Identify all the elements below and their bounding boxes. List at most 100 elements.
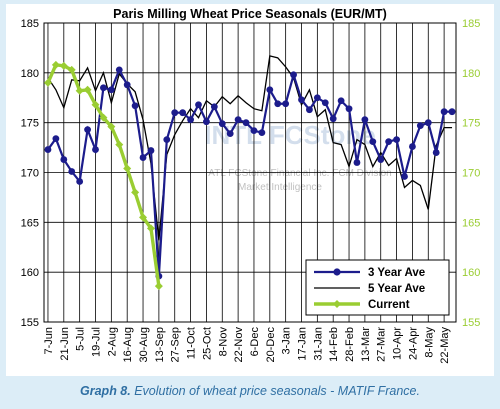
data-point-current bbox=[123, 164, 132, 173]
x-tick-label: 28-Feb bbox=[344, 327, 356, 362]
data-point-current bbox=[99, 113, 108, 122]
y-tick-label-left: 170 bbox=[21, 168, 39, 180]
x-tick-label: 30-Aug bbox=[138, 327, 150, 362]
data-point-3-year-ave bbox=[369, 138, 377, 146]
y-tick-label-left: 155 bbox=[21, 317, 39, 329]
data-point-3-year-ave bbox=[385, 138, 393, 146]
x-tick-label: 17-Jan bbox=[297, 327, 309, 361]
data-point-current bbox=[146, 224, 155, 233]
series-line-3-year-ave bbox=[47, 67, 453, 277]
x-tick-label: 5-Jul bbox=[75, 327, 87, 351]
y-tick-label-right: 165 bbox=[462, 217, 480, 229]
y-tick-label-left: 185 bbox=[21, 18, 39, 30]
chart-container: INTL FCStone ATL FCStone Financial Inc. F… bbox=[6, 4, 494, 376]
data-point-3-year-ave bbox=[210, 103, 218, 111]
data-point-3-year-ave bbox=[345, 105, 353, 113]
x-tick-label: 13-Mar bbox=[360, 327, 372, 362]
data-point-3-year-ave bbox=[171, 109, 179, 117]
figure-caption: Graph 8. Evolution of wheat price season… bbox=[0, 384, 500, 398]
data-point-3-year-ave bbox=[266, 86, 274, 94]
data-point-3-year-ave bbox=[282, 100, 290, 108]
data-point-current bbox=[115, 140, 124, 149]
y-tick-label-left: 175 bbox=[21, 118, 39, 130]
data-point-3-year-ave bbox=[440, 108, 448, 116]
data-point-3-year-ave bbox=[290, 71, 297, 79]
y-tick-label-right: 170 bbox=[462, 168, 480, 180]
caption-text: Evolution of wheat price seasonals - MAT… bbox=[130, 384, 420, 398]
data-point-3-year-ave bbox=[409, 143, 416, 150]
x-tick-label: 27-Sep bbox=[170, 327, 182, 362]
y-tick-label-left: 180 bbox=[21, 68, 39, 80]
data-point-3-year-ave bbox=[337, 97, 345, 105]
x-tick-label: 31-Jan bbox=[312, 327, 324, 361]
data-point-3-year-ave bbox=[68, 168, 76, 175]
x-tick-label: 19-Jul bbox=[91, 327, 103, 357]
data-point-3-year-ave bbox=[131, 102, 139, 110]
data-point-current bbox=[131, 188, 140, 197]
data-point-3-year-ave bbox=[60, 156, 68, 163]
x-tick-label: 7-Jun bbox=[43, 327, 55, 355]
x-tick-label: 11-Oct bbox=[186, 327, 198, 359]
x-tick-label: 3-Jan bbox=[281, 327, 293, 355]
data-point-3-year-ave bbox=[84, 126, 91, 134]
legend-label: 5 Year Ave bbox=[368, 283, 425, 295]
watermark-text: ATL FCStone Financial Inc. FCM Division bbox=[208, 168, 391, 179]
data-point-3-year-ave bbox=[234, 116, 242, 124]
data-point-3-year-ave bbox=[329, 115, 337, 123]
data-point-3-year-ave bbox=[353, 159, 361, 166]
y-tick-label-right: 155 bbox=[462, 317, 480, 329]
legend-marker bbox=[333, 300, 341, 308]
data-point-current bbox=[75, 86, 84, 95]
data-point-current bbox=[154, 282, 163, 291]
x-tick-label: 2-Aug bbox=[106, 327, 118, 356]
data-point-3-year-ave bbox=[274, 100, 282, 108]
data-point-3-year-ave bbox=[107, 86, 115, 94]
data-point-current bbox=[83, 85, 92, 94]
y-tick-label-right: 175 bbox=[462, 118, 480, 130]
x-tick-label: 22-May bbox=[439, 327, 451, 364]
data-point-3-year-ave bbox=[242, 119, 250, 127]
y-tick-label-left: 165 bbox=[21, 217, 39, 229]
data-point-current bbox=[67, 65, 76, 74]
data-point-3-year-ave bbox=[250, 127, 258, 135]
x-tick-label: 14-Feb bbox=[328, 327, 340, 362]
y-tick-label-left: 160 bbox=[21, 267, 39, 279]
x-tick-label: 8-Nov bbox=[217, 327, 229, 357]
y-tick-label-right: 180 bbox=[462, 68, 480, 80]
x-tick-label: 20-Dec bbox=[265, 327, 277, 363]
data-point-3-year-ave bbox=[258, 129, 266, 137]
data-point-3-year-ave bbox=[361, 116, 369, 124]
series-line-5-year-ave bbox=[47, 55, 453, 241]
data-point-3-year-ave bbox=[100, 84, 107, 92]
caption-label: Graph 8. bbox=[80, 384, 131, 398]
legend-label: 3 Year Ave bbox=[368, 267, 425, 279]
data-point-3-year-ave bbox=[76, 178, 84, 185]
chart-title: Paris Milling Wheat Price Seasonals (EUR… bbox=[113, 7, 387, 21]
data-point-3-year-ave bbox=[187, 116, 194, 124]
data-point-3-year-ave bbox=[123, 81, 131, 89]
data-point-current bbox=[51, 60, 60, 69]
data-point-current bbox=[59, 61, 68, 70]
data-point-3-year-ave bbox=[203, 118, 210, 126]
data-point-3-year-ave bbox=[163, 136, 171, 144]
data-point-3-year-ave bbox=[179, 109, 187, 117]
data-point-current bbox=[139, 213, 148, 222]
data-point-current bbox=[43, 78, 52, 87]
data-point-3-year-ave bbox=[52, 135, 60, 143]
data-point-3-year-ave bbox=[432, 149, 440, 156]
x-tick-label: 6-Dec bbox=[249, 327, 261, 357]
x-tick-label: 21-Jun bbox=[59, 327, 71, 361]
data-point-3-year-ave bbox=[448, 108, 456, 116]
legend-marker bbox=[333, 268, 341, 276]
x-tick-label: 24-Apr bbox=[407, 327, 419, 360]
data-point-3-year-ave bbox=[147, 147, 155, 154]
data-point-3-year-ave bbox=[306, 106, 313, 114]
x-tick-label: 22-Nov bbox=[233, 327, 245, 363]
data-point-3-year-ave bbox=[139, 154, 147, 161]
x-tick-label: 27-Mar bbox=[376, 327, 388, 362]
data-point-3-year-ave bbox=[416, 122, 424, 130]
data-point-3-year-ave bbox=[424, 119, 432, 127]
data-point-3-year-ave bbox=[401, 173, 408, 180]
data-point-current bbox=[91, 100, 100, 109]
